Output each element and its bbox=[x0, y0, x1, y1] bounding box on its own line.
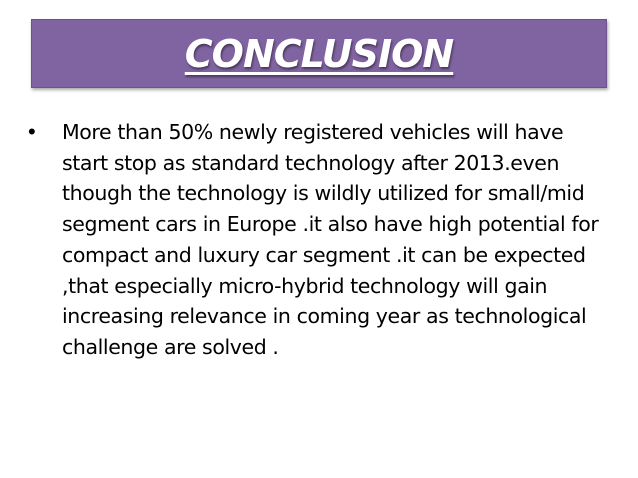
slide-title-banner: CONCLUSION bbox=[31, 19, 607, 88]
bullet-text: More than 50% newly registered vehicles … bbox=[62, 120, 599, 359]
bullet-dot-icon: • bbox=[28, 119, 36, 144]
bullet-list: • More than 50% newly registered vehicle… bbox=[28, 117, 618, 363]
bullet-item: • More than 50% newly registered vehicle… bbox=[28, 117, 618, 363]
slide-title: CONCLUSION bbox=[184, 31, 454, 76]
